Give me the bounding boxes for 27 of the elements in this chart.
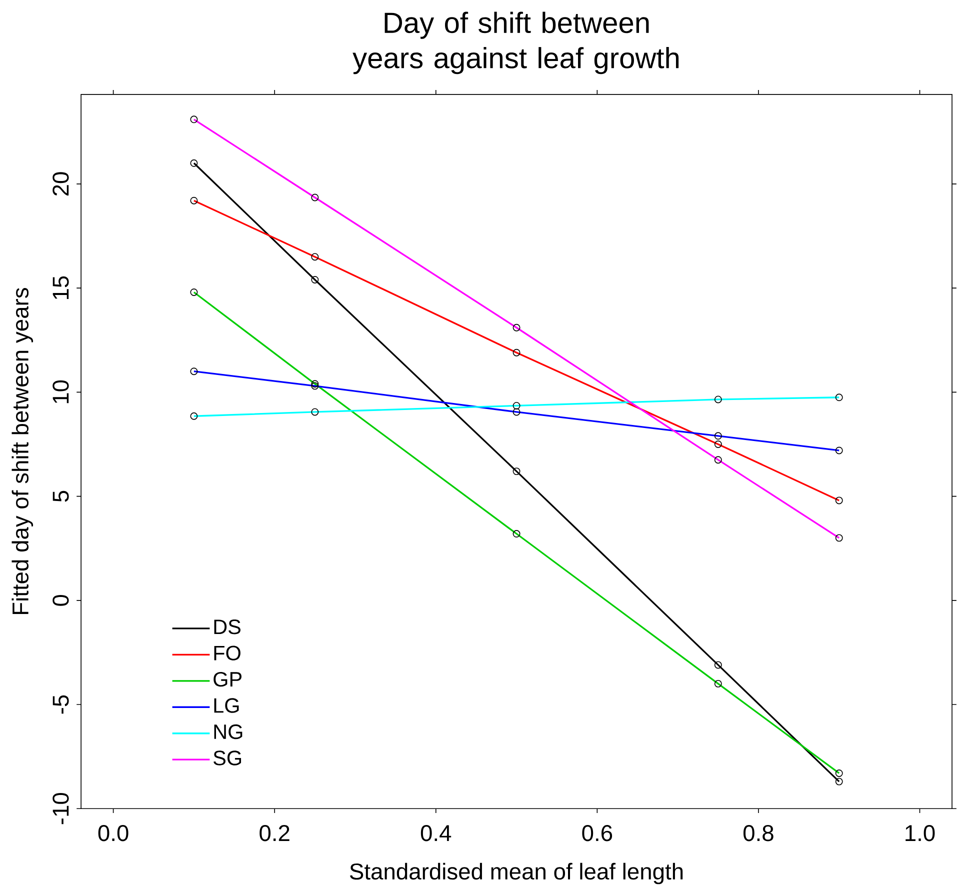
x-tick-label: 1.0: [906, 825, 935, 842]
legend-label: GP: [214, 672, 242, 687]
legend-label: FO: [214, 646, 240, 660]
x-axis-title: Standardised mean of leaf length: [350, 862, 683, 884]
point: [714, 661, 722, 669]
legend-label: NG: [214, 724, 242, 740]
point: [835, 778, 843, 786]
y-tick-label: 20: [52, 172, 69, 196]
legend-label: LG: [214, 698, 239, 713]
chart-title: Day of shift between years against leaf growth: [352, 12, 679, 74]
y-tick-label: 15: [52, 276, 69, 300]
y-tick-label: 5: [52, 490, 69, 502]
legend-label: DS: [214, 620, 240, 634]
x-tick-label: 0.4: [420, 825, 452, 842]
x-tick-label: 0.8: [743, 825, 774, 842]
x-tick-label: 0.6: [582, 825, 612, 842]
legend-label: SG: [214, 750, 242, 766]
point: [190, 159, 198, 167]
y-tick-label: -10: [52, 793, 69, 824]
y-tick-label: -5: [52, 695, 69, 714]
point: [311, 276, 319, 284]
y-tick-label: 0: [52, 594, 69, 606]
point: [512, 468, 520, 476]
x-tick-label: 0.0: [98, 825, 128, 842]
x-tick-label: 0.2: [260, 825, 290, 842]
y-axis-title: Fitted day of shift between years: [12, 288, 34, 614]
y-tick-label: 10: [52, 380, 69, 404]
